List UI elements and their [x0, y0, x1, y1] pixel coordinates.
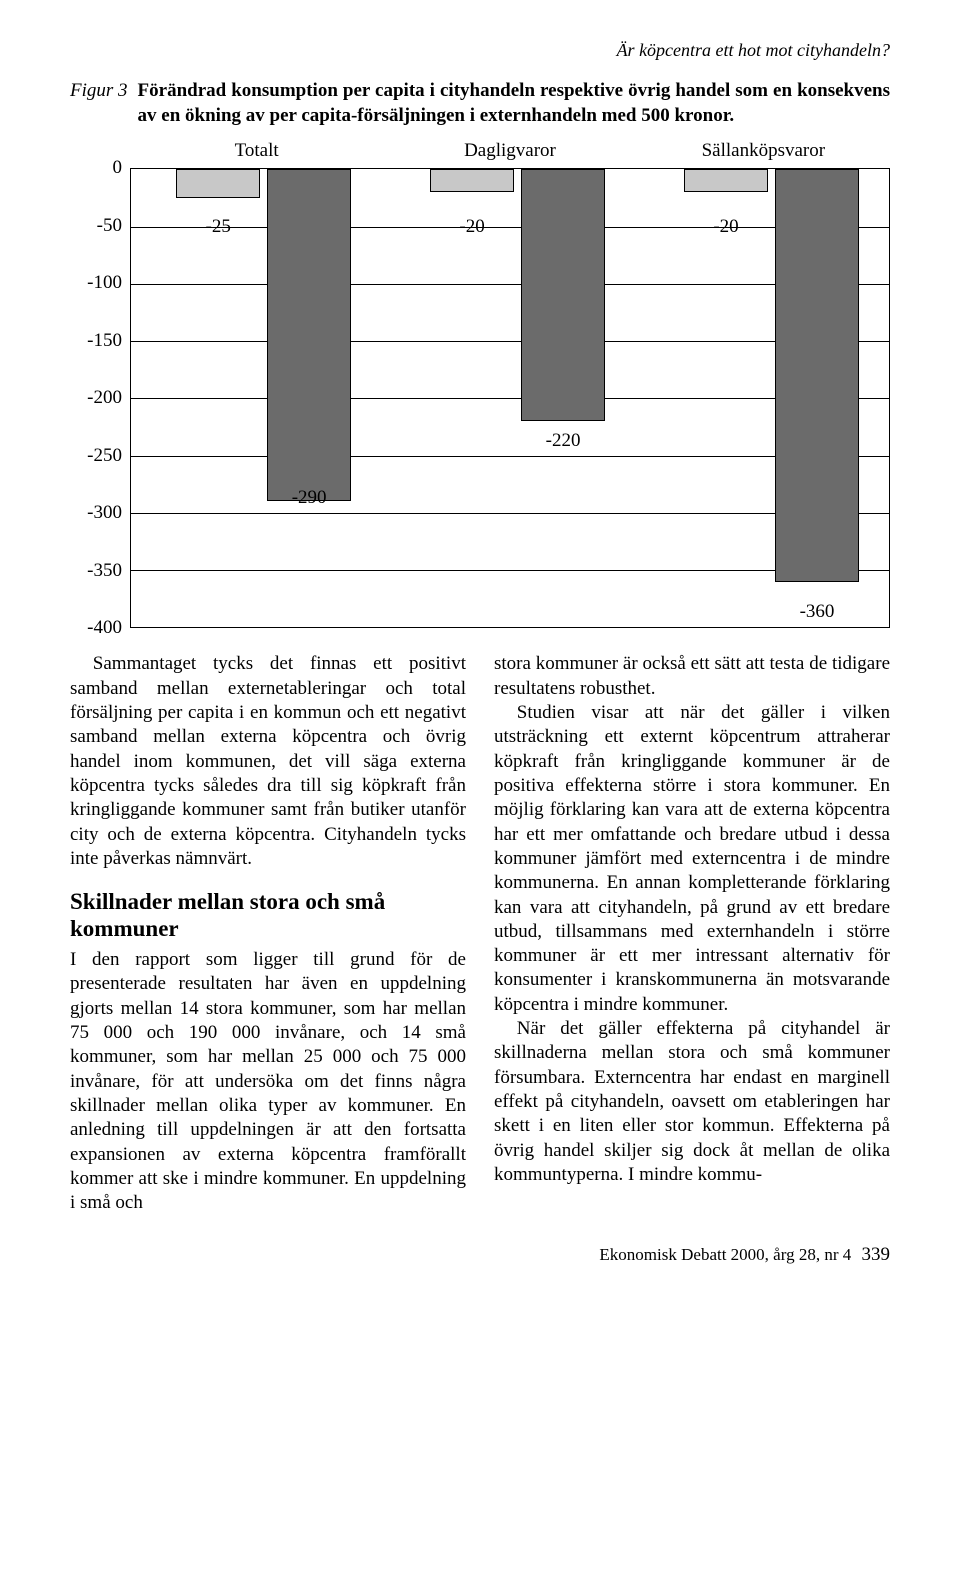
- legend-item: Dagligvaror: [383, 140, 636, 162]
- y-axis: 0-50-100-150-200-250-300-350-400: [70, 168, 130, 628]
- bar-value-label: -25: [205, 216, 230, 238]
- chart-legend: Totalt Dagligvaror Sällanköpsvaror: [70, 140, 890, 162]
- figure-caption: Figur 3 Förändrad konsumption per capita…: [70, 79, 890, 128]
- paragraph: Studien visar att när det gäller i vilke…: [494, 701, 890, 1017]
- bar: [176, 169, 259, 198]
- bar: [684, 169, 767, 192]
- paragraph: Sammantaget tycks det finnas ett positiv…: [70, 652, 466, 871]
- journal-info: Ekonomisk Debatt 2000, årg 28, nr 4: [599, 1245, 851, 1264]
- page-number: 339: [862, 1244, 891, 1265]
- plot-area: -25 -290 -20 -220 -20 -360: [130, 168, 890, 628]
- bar-chart: 0-50-100-150-200-250-300-350-400 -25 -290…: [70, 168, 890, 628]
- paragraph: stora kommuner är också ett sätt att tes…: [494, 652, 890, 701]
- bar-value-label: -220: [546, 430, 581, 452]
- section-heading: Skillnader mellan stora och små kommuner: [70, 889, 466, 942]
- legend-item: Totalt: [130, 140, 383, 162]
- figure-caption-text: Förändrad konsumption per capita i cityh…: [138, 79, 890, 128]
- bar-value-label: -20: [459, 216, 484, 238]
- figure-label: Figur 3: [70, 79, 128, 128]
- paragraph: När det gäller effekterna på cityhandel …: [494, 1017, 890, 1187]
- bar: [521, 169, 604, 421]
- bar-value-label: -290: [292, 487, 327, 509]
- running-head: Är köpcentra ett hot mot cityhandeln?: [70, 40, 890, 61]
- bar-value-label: -360: [800, 601, 835, 623]
- legend-item: Sällanköpsvaror: [637, 140, 890, 162]
- left-column: Sammantaget tycks det finnas ett positiv…: [70, 652, 466, 1215]
- right-column: stora kommuner är också ett sätt att tes…: [494, 652, 890, 1215]
- page-footer: Ekonomisk Debatt 2000, årg 28, nr 4 339: [70, 1244, 890, 1266]
- bar: [267, 169, 350, 501]
- bar-value-label: -20: [713, 216, 738, 238]
- paragraph: I den rapport som ligger till grund för …: [70, 948, 466, 1215]
- bar: [430, 169, 513, 192]
- body-columns: Sammantaget tycks det finnas ett positiv…: [70, 652, 890, 1215]
- bar: [775, 169, 858, 581]
